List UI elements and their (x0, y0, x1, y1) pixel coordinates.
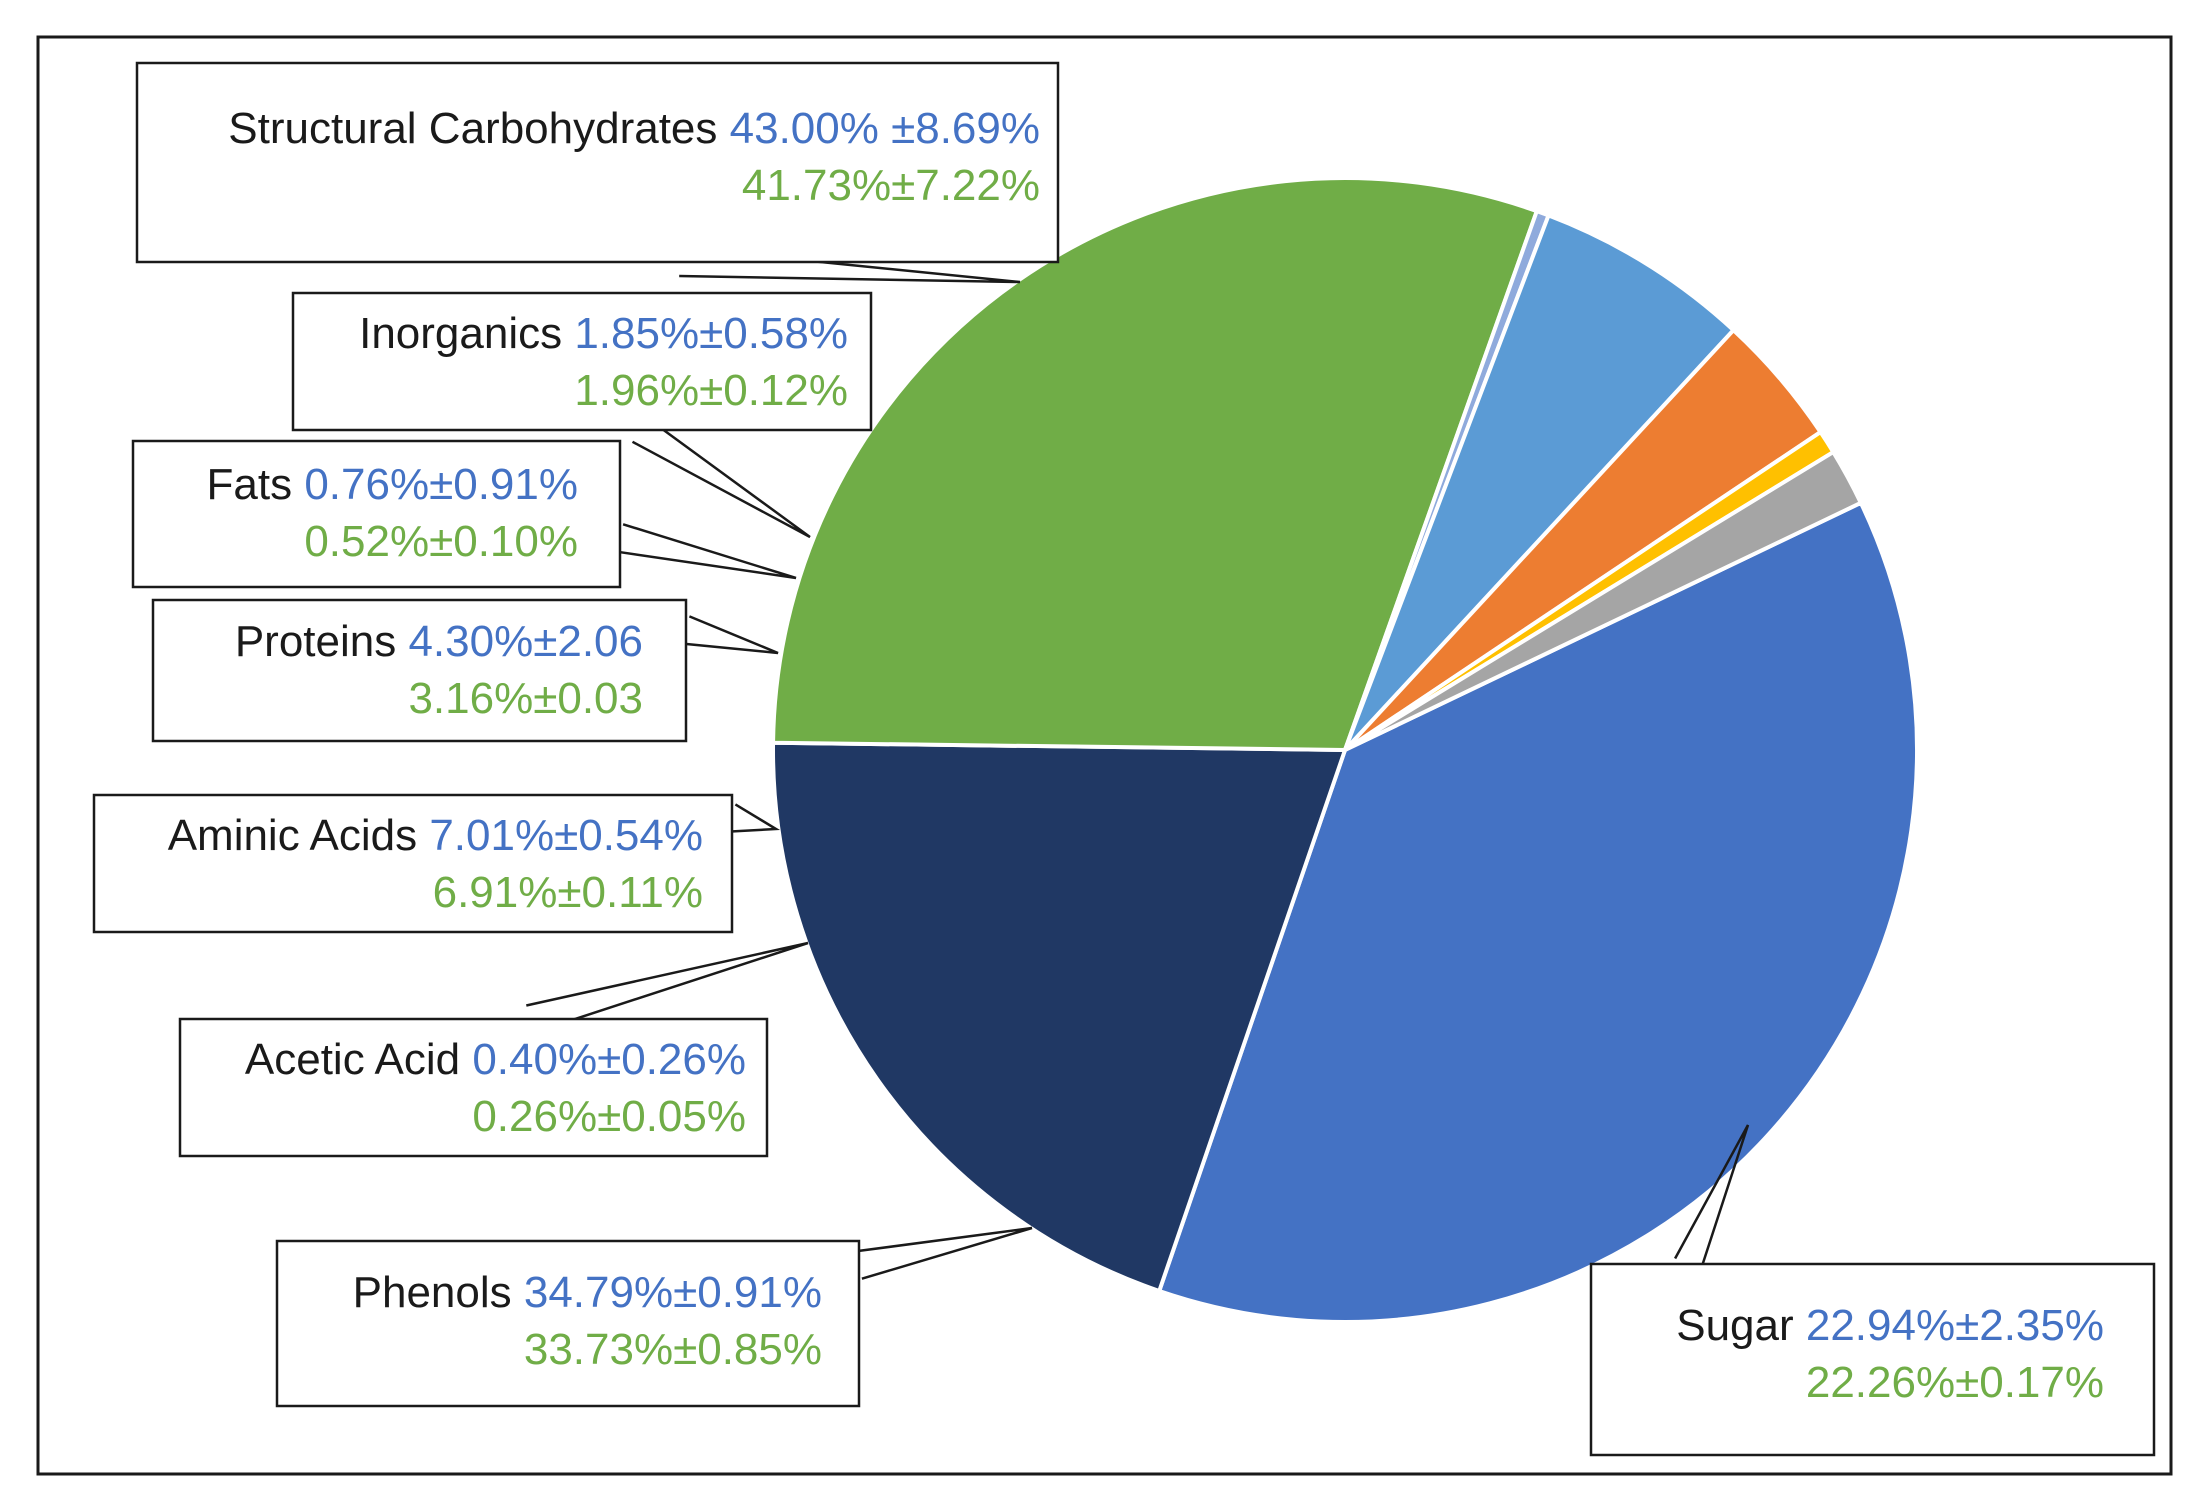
slice-value-second-acetic-acid: 0.26%±0.05% (472, 1092, 746, 1141)
data-label-acetic-acid: Acetic Acid 0.40%±0.26% (245, 1035, 746, 1084)
data-label-structural-carbohydrates: Structural Carbohydrates 43.00% ±8.69% (228, 104, 1040, 153)
leader-line-aminic-acids (728, 803, 781, 833)
slice-value-first: 43.00% ±8.69% (730, 104, 1040, 153)
slice-value-first: 0.76%±0.91% (304, 460, 578, 509)
leader-line-proteins (682, 615, 779, 655)
slice-value-second-proteins: 3.16%±0.03 (408, 674, 643, 723)
pie-slices (771, 176, 1919, 1324)
data-label-inorganics: Inorganics 1.85%±0.58% (359, 309, 848, 358)
callout-box-phenols (275, 1239, 861, 1408)
slice-value-second-structural-carbohydrates: 41.73%±7.22% (742, 161, 1040, 210)
callout-box-acetic-acid (178, 1017, 769, 1158)
slice-value-first: 0.40%±0.26% (472, 1035, 746, 1084)
data-label-callouts: Structural Carbohydrates 43.00% ±8.69% 41… (92, 61, 2156, 1457)
leader-lines (526, 246, 1750, 1280)
callout-box-fats (131, 439, 622, 589)
slice-name: Inorganics (359, 309, 574, 358)
pie-slice-aminic-acids (1343, 213, 1736, 752)
leader-line-phenols (855, 1226, 1033, 1280)
slice-name: Fats (207, 460, 305, 509)
slice-value-second-sugar: 22.26%±0.17% (1806, 1358, 2104, 1407)
pie-slice-structural-carbohydrates (1157, 500, 1919, 1324)
slice-value-second-phenols: 33.73%±0.85% (524, 1325, 822, 1374)
slice-value-second-inorganics: 1.96%±0.12% (574, 366, 848, 415)
slice-name: Phenols (353, 1268, 524, 1317)
data-label-proteins: Proteins 4.30%±2.06 (235, 617, 643, 666)
leader-line-sugar (1674, 1124, 1750, 1270)
slice-value-second-aminic-acids: 6.91%±0.11% (433, 868, 703, 917)
slice-value-first: 1.85%±0.58% (574, 309, 848, 358)
callout-box-aminic-acids (92, 793, 734, 934)
slice-name: Aminic Acids (168, 811, 430, 860)
callout-box-proteins (151, 598, 688, 743)
slice-name: Structural Carbohydrates (228, 104, 729, 153)
slice-value-first: 34.79%±0.91% (524, 1268, 822, 1317)
data-label-sugar: Sugar 22.94%±2.35% (1676, 1301, 2104, 1350)
slice-value-first: 4.30%±2.06 (408, 617, 643, 666)
data-label-phenols: Phenols 34.79%±0.91% (353, 1268, 822, 1317)
slice-name: Proteins (235, 617, 409, 666)
slice-value-first: 7.01%±0.54% (429, 811, 703, 860)
slice-value-second-fats: 0.52%±0.10% (304, 517, 578, 566)
callout-box-inorganics (291, 291, 873, 432)
pie-slice-inorganics (1343, 450, 1863, 752)
callout-box-structural-carbohydrates (135, 61, 1060, 264)
pie-slice-sugar (771, 740, 1347, 1293)
data-label-aminic-acids: Aminic Acids 7.01%±0.54% (168, 811, 703, 860)
leader-line-inorganics (631, 417, 811, 539)
slice-name: Acetic Acid (245, 1035, 472, 1084)
leader-line-fats (616, 523, 797, 580)
data-label-fats: Fats 0.76%±0.91% (207, 460, 578, 509)
slice-value-first: 22.94%±2.35% (1806, 1301, 2104, 1350)
slice-name: Sugar (1676, 1301, 1806, 1350)
leader-line-acetic-acid (526, 941, 809, 1034)
callout-box-sugar (1589, 1262, 2156, 1457)
